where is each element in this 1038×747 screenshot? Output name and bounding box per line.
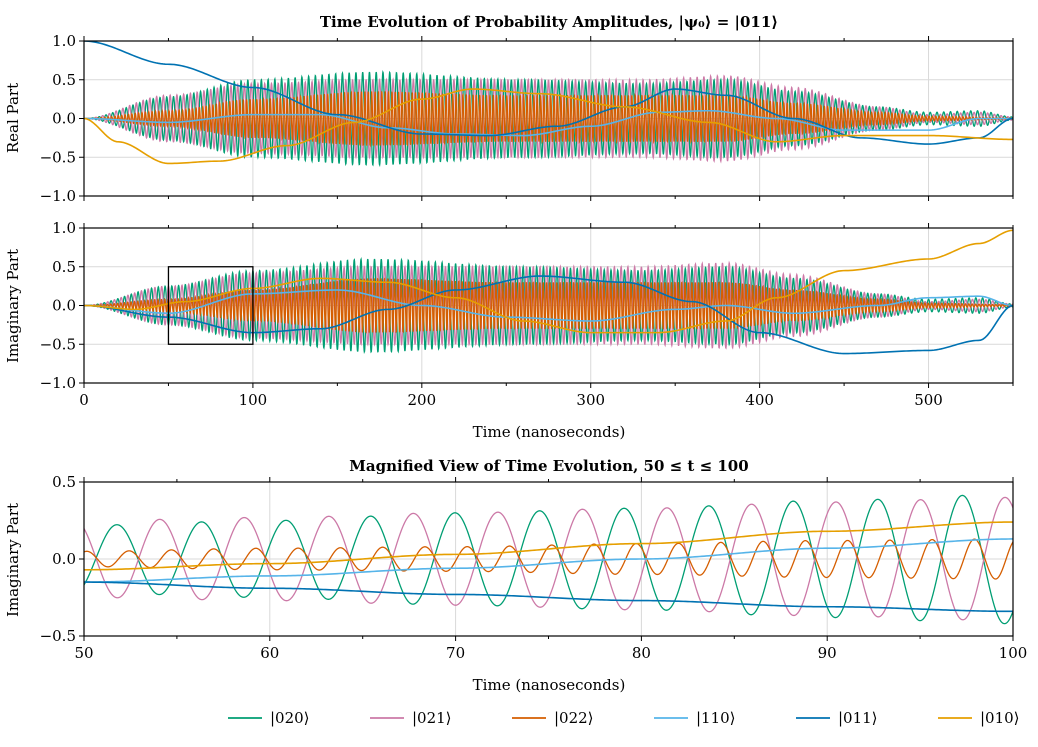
y-tick-label: 0.0 (52, 110, 76, 128)
y-tick-label: −1.0 (40, 374, 76, 392)
legend-label-010: |010⟩ (980, 709, 1020, 727)
legend-label-011: |011⟩ (838, 709, 878, 727)
legend: |020⟩ |021⟩ |022⟩ |110⟩ |011⟩ |010⟩ (228, 709, 1020, 727)
imag-panel-xlabel: Time (nanoseconds) (473, 423, 626, 441)
zoom-panel-xlabel: Time (nanoseconds) (473, 676, 626, 694)
y-tick-label: 0.0 (52, 297, 76, 315)
x-tick-label: 60 (260, 644, 279, 662)
x-tick-label: 100 (999, 644, 1028, 662)
y-tick-label: −1.0 (40, 187, 76, 205)
y-tick-label: 0.5 (52, 473, 76, 491)
y-tick-label: 0.0 (52, 550, 76, 568)
series-line-011 (84, 581, 1013, 613)
x-tick-label: 0 (79, 391, 89, 409)
legend-label-022: |022⟩ (554, 709, 594, 727)
zoom-panel-title: Magnified View of Time Evolution, 50 ≤ t… (349, 457, 748, 475)
real-panel-ylabel: Real Part (4, 83, 22, 153)
series-line-021 (84, 496, 1013, 621)
y-tick-label: 0.5 (52, 71, 76, 89)
series-line-010 (84, 229, 1013, 334)
legend-label-020: |020⟩ (270, 709, 310, 727)
y-tick-label: 1.0 (52, 219, 76, 237)
y-tick-label: −0.5 (40, 627, 76, 645)
y-tick-label: 0.5 (52, 258, 76, 276)
imag-panel-ylabel: Imaginary Part (4, 249, 22, 363)
magnified-panel: Magnified View of Time Evolution, 50 ≤ t… (4, 457, 1027, 694)
zoom-region-box (167, 266, 254, 345)
series-line-022 (84, 538, 1013, 580)
x-tick-label: 500 (914, 391, 943, 409)
series-line-022 (84, 90, 1013, 148)
x-tick-label: 50 (74, 644, 93, 662)
x-tick-label: 100 (239, 391, 268, 409)
series-line-110 (84, 109, 1013, 137)
x-tick-label: 80 (632, 644, 651, 662)
series-line-010 (84, 88, 1013, 165)
imaginary-part-panel: Imaginary Part Time (nanoseconds) 0 100 20… (4, 219, 1014, 441)
series-line-010 (84, 521, 1013, 571)
real-part-panel: Time Evolution of Probability Amplitudes… (4, 13, 1014, 205)
x-tick-label: 300 (576, 391, 605, 409)
y-tick-label: 1.0 (52, 32, 76, 50)
series-line-022 (84, 277, 1013, 334)
x-tick-label: 400 (745, 391, 774, 409)
series-line-110 (84, 289, 1013, 322)
y-tick-label: −0.5 (40, 148, 76, 166)
series-line-011 (84, 275, 1013, 355)
legend-label-021: |021⟩ (412, 709, 452, 727)
real-panel-title: Time Evolution of Probability Amplitudes… (320, 13, 778, 31)
x-tick-label: 200 (407, 391, 436, 409)
series-line-110 (84, 538, 1013, 583)
x-tick-label: 90 (818, 644, 837, 662)
series-line-020 (84, 69, 1013, 168)
series-line-020 (84, 494, 1013, 625)
y-tick-label: −0.5 (40, 335, 76, 353)
series-line-011 (84, 41, 1013, 145)
zoom-panel-ylabel: Imaginary Part (4, 503, 22, 617)
legend-label-110: |110⟩ (696, 709, 736, 727)
x-tick-label: 70 (446, 644, 465, 662)
